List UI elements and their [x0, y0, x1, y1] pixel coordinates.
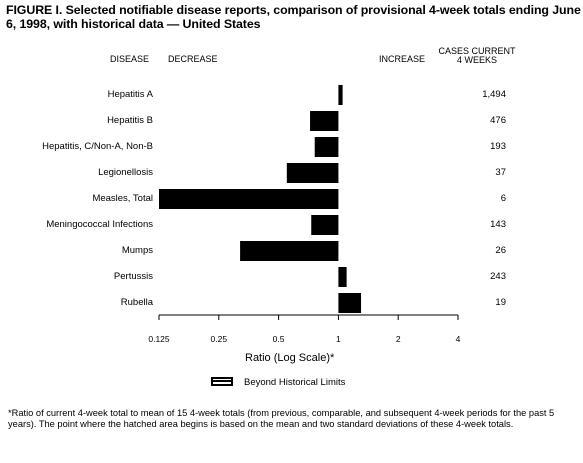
increase-header: INCREASE — [379, 54, 426, 64]
category-label: Mumps — [121, 245, 153, 256]
category-label: Hepatitis B — [107, 115, 153, 126]
x-tick-label: 0.125 — [148, 334, 170, 344]
x-tick-label: 4 — [455, 334, 461, 344]
bar — [338, 267, 347, 287]
bar — [159, 189, 339, 209]
cases-value: 476 — [490, 115, 506, 126]
bar — [310, 111, 339, 131]
x-tick-label: 2 — [395, 334, 401, 344]
bar — [286, 163, 339, 183]
bar — [338, 85, 343, 105]
bar — [338, 293, 362, 313]
cases-value: 26 — [495, 245, 506, 256]
cases-value: 143 — [490, 219, 506, 230]
x-tick-label: 0.5 — [272, 334, 285, 344]
legend-swatch — [211, 377, 233, 386]
cases-value: 1,494 — [482, 89, 506, 100]
category-label: Hepatitis A — [107, 89, 153, 100]
category-label: Meningococcal Infections — [46, 219, 153, 230]
x-tick-label: 1 — [336, 334, 341, 344]
cases-header-line2: 4 WEEKS — [456, 55, 497, 65]
footnote: *Ratio of current 4-week total to mean o… — [8, 408, 555, 429]
x-tick-label: 0.25 — [210, 334, 228, 344]
x-axis-label: Ratio (Log Scale)* — [245, 352, 335, 364]
disease-header: DISEASE — [110, 54, 150, 64]
category-label: Legionellosis — [98, 167, 153, 178]
category-label: Rubella — [120, 297, 153, 308]
bar — [311, 215, 339, 235]
bar — [240, 241, 339, 261]
cases-value: 243 — [490, 271, 506, 282]
category-label: Pertussis — [113, 271, 153, 282]
cases-value: 193 — [490, 141, 506, 152]
cases-header-line1: CASES CURRENT — [438, 46, 516, 56]
cases-value: 6 — [500, 193, 506, 204]
decrease-header: DECREASE — [168, 54, 218, 64]
figure-title: FIGURE I. Selected notifiable disease re… — [6, 3, 581, 31]
legend-label: Beyond Historical Limits — [244, 377, 346, 388]
bar — [314, 137, 339, 157]
category-label: Hepatitis, C/Non-A, Non-B — [42, 141, 153, 152]
cases-value: 19 — [495, 297, 506, 308]
cases-value: 37 — [495, 167, 506, 178]
category-label: Measles, Total — [92, 193, 153, 204]
